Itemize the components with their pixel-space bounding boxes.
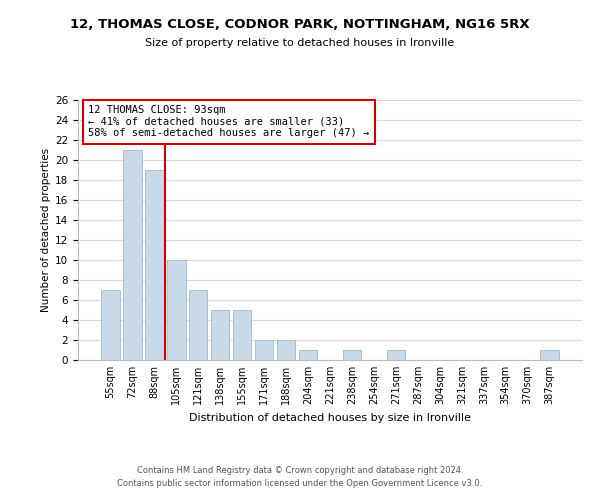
Bar xyxy=(343,350,361,360)
Bar xyxy=(123,150,142,360)
Bar xyxy=(386,350,405,360)
Bar xyxy=(167,260,185,360)
Bar xyxy=(233,310,251,360)
Bar xyxy=(145,170,164,360)
Bar xyxy=(211,310,229,360)
X-axis label: Distribution of detached houses by size in Ironville: Distribution of detached houses by size … xyxy=(189,412,471,422)
Bar xyxy=(299,350,317,360)
Y-axis label: Number of detached properties: Number of detached properties xyxy=(41,148,51,312)
Bar xyxy=(541,350,559,360)
Bar xyxy=(277,340,295,360)
Text: 12 THOMAS CLOSE: 93sqm
← 41% of detached houses are smaller (33)
58% of semi-det: 12 THOMAS CLOSE: 93sqm ← 41% of detached… xyxy=(88,105,370,138)
Bar xyxy=(255,340,274,360)
Text: Contains HM Land Registry data © Crown copyright and database right 2024.
Contai: Contains HM Land Registry data © Crown c… xyxy=(118,466,482,487)
Bar xyxy=(189,290,208,360)
Text: 12, THOMAS CLOSE, CODNOR PARK, NOTTINGHAM, NG16 5RX: 12, THOMAS CLOSE, CODNOR PARK, NOTTINGHA… xyxy=(70,18,530,30)
Bar xyxy=(101,290,119,360)
Text: Size of property relative to detached houses in Ironville: Size of property relative to detached ho… xyxy=(145,38,455,48)
